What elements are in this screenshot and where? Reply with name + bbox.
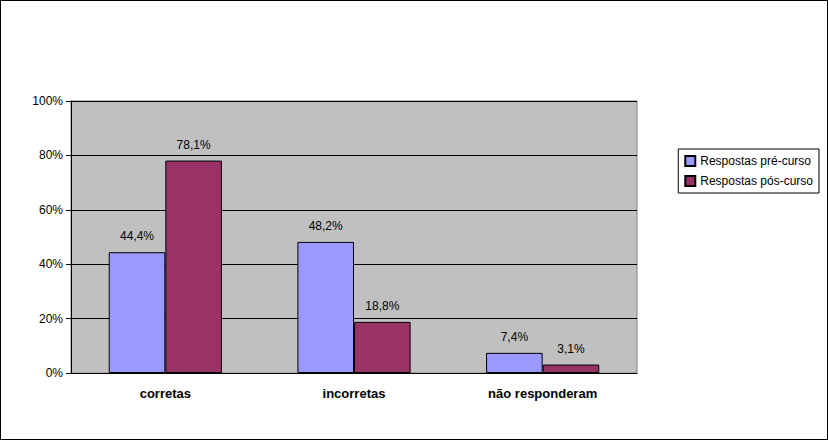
svg-text:40%: 40% [39,257,63,271]
svg-text:3,1%: 3,1% [557,342,585,356]
svg-text:0%: 0% [46,366,64,380]
svg-text:100%: 100% [32,94,63,108]
svg-text:não responderam: não responderam [488,386,597,401]
svg-text:20%: 20% [39,312,63,326]
svg-text:Respostas pré-curso: Respostas pré-curso [700,154,811,168]
svg-text:Respostas pós-curso: Respostas pós-curso [700,174,813,188]
svg-text:78,1%: 78,1% [177,138,211,152]
svg-text:corretas: corretas [140,386,191,401]
svg-text:44,4%: 44,4% [120,229,154,243]
svg-text:48,2%: 48,2% [309,219,343,233]
svg-text:18,8%: 18,8% [365,299,399,313]
svg-text:80%: 80% [39,148,63,162]
svg-text:60%: 60% [39,203,63,217]
svg-text:7,4%: 7,4% [501,330,529,344]
svg-text:incorretas: incorretas [323,386,386,401]
